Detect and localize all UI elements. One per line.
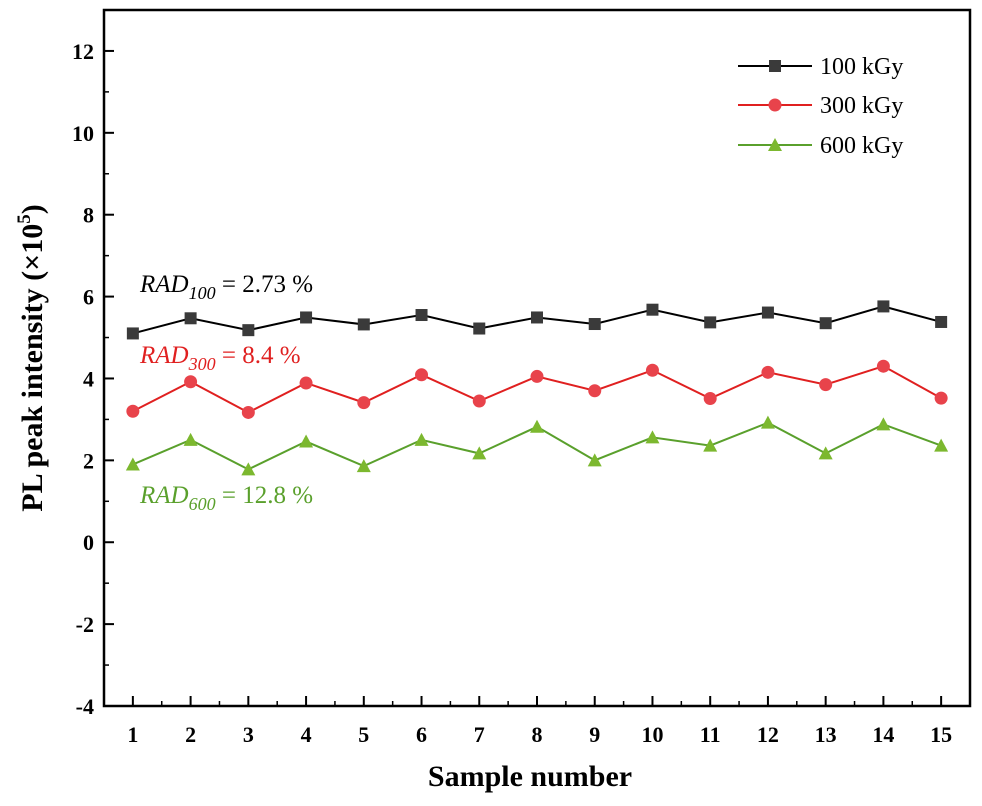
data-point-triangle xyxy=(760,415,775,429)
y-tick-label: -4 xyxy=(76,694,94,719)
y-tick-label: 10 xyxy=(72,121,94,146)
data-point-circle xyxy=(126,404,140,418)
legend-item-600kgy: 600 kGy xyxy=(738,133,903,159)
data-point-square xyxy=(184,312,197,325)
annotation-rad600: RAD600 = 12.8 % xyxy=(139,482,313,514)
data-point-circle xyxy=(184,375,198,389)
data-point-triangle xyxy=(530,419,544,433)
data-point-triangle xyxy=(934,438,949,452)
data-point-triangle xyxy=(818,446,833,460)
data-point-square xyxy=(126,327,139,340)
y-tick-label: 8 xyxy=(83,203,94,228)
data-point-square xyxy=(588,318,601,331)
data-point-square xyxy=(242,324,255,337)
data-point-triangle xyxy=(356,459,371,473)
data-point-triangle xyxy=(241,462,256,476)
x-tick-label: 1 xyxy=(127,722,138,747)
y-tick-label: 6 xyxy=(83,285,94,310)
y-tick-label: -2 xyxy=(76,612,94,637)
data-point-triangle xyxy=(472,446,487,460)
annotation-rad300: RAD300 = 8.4 % xyxy=(139,342,301,374)
data-point-square xyxy=(300,311,313,324)
data-point-triangle xyxy=(299,434,314,448)
y-axis-title-end: ) xyxy=(16,204,49,214)
data-point-triangle xyxy=(587,453,602,467)
data-point-circle xyxy=(588,384,602,398)
data-point-triangle xyxy=(183,432,198,446)
data-point-circle xyxy=(645,363,659,377)
axis-ticks xyxy=(104,9,943,707)
legend-marker-square xyxy=(769,60,781,72)
x-tick-label: 6 xyxy=(416,722,427,747)
y-axis-title-main: PL peak intensity (×10 xyxy=(16,224,49,512)
data-point-triangle xyxy=(414,432,429,446)
data-point-square xyxy=(357,318,370,331)
data-point-triangle xyxy=(703,438,718,452)
data-point-triangle xyxy=(125,457,140,471)
data-point-circle xyxy=(357,396,371,410)
annotation-rad100: RAD100 = 2.73 % xyxy=(139,271,313,303)
legend-label-600kgy: 600 kGy xyxy=(820,133,903,159)
data-point-triangle xyxy=(645,430,660,444)
data-point-triangle xyxy=(876,417,891,431)
x-tick-label: 8 xyxy=(532,722,543,747)
data-point-square xyxy=(819,317,832,330)
data-point-square xyxy=(877,300,890,313)
data-point-circle xyxy=(876,359,890,373)
x-tick-label: 9 xyxy=(589,722,600,747)
x-tick-label: 15 xyxy=(930,722,952,747)
data-point-circle xyxy=(241,405,255,419)
y-tick-label: 0 xyxy=(83,530,94,555)
x-tick-label: 10 xyxy=(641,722,663,747)
data-point-circle xyxy=(472,394,486,408)
data-point-circle xyxy=(703,392,717,406)
x-axis-title: Sample number xyxy=(428,760,632,793)
data-point-square xyxy=(935,315,948,328)
legend-item-100kgy: 100 kGy xyxy=(738,54,903,80)
data-point-circle xyxy=(819,378,833,392)
data-point-circle xyxy=(934,391,948,405)
data-point-square xyxy=(415,309,428,322)
legend: 100 kGy 300 kGy 600 kGy xyxy=(738,54,903,159)
y-axis-title: PL peak intensity (×105) xyxy=(14,204,49,511)
data-point-square xyxy=(761,306,774,319)
y-tick-label: 4 xyxy=(83,366,94,391)
x-tick-label: 4 xyxy=(301,722,312,747)
y-tick-label: 12 xyxy=(72,39,94,64)
x-tick-label: 7 xyxy=(474,722,485,747)
y-tick-label: 2 xyxy=(83,448,94,473)
data-point-circle xyxy=(415,368,429,382)
legend-item-300kgy: 300 kGy xyxy=(738,93,903,119)
x-tick-label: 11 xyxy=(700,722,721,747)
data-point-square xyxy=(473,322,486,335)
y-axis-title-sup: 5 xyxy=(14,214,35,224)
x-tick-label: 13 xyxy=(815,722,837,747)
data-point-square xyxy=(704,316,717,329)
data-point-circle xyxy=(299,376,313,390)
series-markers xyxy=(125,300,949,476)
data-point-circle xyxy=(761,365,775,379)
x-tick-label: 12 xyxy=(757,722,779,747)
x-tick-label: 5 xyxy=(358,722,369,747)
legend-label-300kgy: 300 kGy xyxy=(820,93,903,119)
data-point-circle xyxy=(530,369,544,383)
x-tick-label: 3 xyxy=(243,722,254,747)
x-tick-label: 14 xyxy=(872,722,894,747)
data-point-square xyxy=(646,303,659,316)
legend-marker-triangle xyxy=(768,138,782,151)
data-point-square xyxy=(531,311,543,324)
legend-label-100kgy: 100 kGy xyxy=(820,54,903,80)
legend-marker-circle xyxy=(768,98,782,112)
x-tick-label: 2 xyxy=(185,722,196,747)
